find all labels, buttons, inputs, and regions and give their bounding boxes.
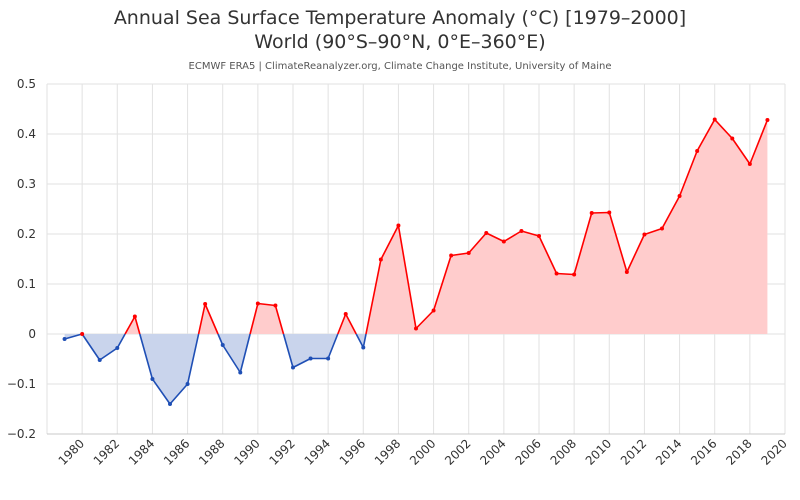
y-tick-label: 0 bbox=[28, 327, 36, 341]
chart-title: Annual Sea Surface Temperature Anomaly (… bbox=[113, 7, 687, 29]
x-tick-label: 1990 bbox=[231, 436, 262, 467]
x-tick-label: 1996 bbox=[337, 436, 368, 467]
anomaly-lines bbox=[64, 118, 769, 405]
x-tick-label: 2010 bbox=[583, 436, 614, 467]
y-tick-label: 0.4 bbox=[17, 127, 36, 141]
chart-subtitle: World (90°S–90°N, 0°E–360°E) bbox=[254, 31, 546, 53]
data-point bbox=[185, 382, 190, 386]
data-point bbox=[747, 162, 752, 166]
x-tick-label: 1994 bbox=[302, 436, 333, 467]
x-tick-label: 2002 bbox=[442, 436, 473, 467]
y-tick-label: 0.2 bbox=[17, 227, 36, 241]
data-point bbox=[414, 326, 418, 331]
data-point bbox=[343, 312, 348, 316]
data-point bbox=[730, 136, 735, 141]
positive-anomaly-line bbox=[249, 302, 285, 335]
data-point bbox=[326, 356, 331, 361]
positive-anomaly-area bbox=[366, 119, 768, 334]
data-point bbox=[642, 232, 647, 237]
data-point bbox=[554, 271, 559, 276]
x-tick-label: 1982 bbox=[91, 436, 122, 467]
chart-source: ECMWF ERA5 | ClimateReanalyzer.org, Clim… bbox=[188, 61, 612, 72]
data-point bbox=[378, 257, 383, 262]
y-tick-label: −0.2 bbox=[7, 427, 36, 441]
x-tick-label: 1992 bbox=[266, 436, 297, 467]
data-point bbox=[220, 343, 225, 347]
x-tick-label: 2012 bbox=[618, 436, 649, 467]
negative-anomaly-line bbox=[81, 333, 126, 361]
data-point bbox=[607, 210, 612, 215]
x-tick-label: 1980 bbox=[56, 436, 87, 467]
data-point bbox=[589, 211, 594, 215]
data-point bbox=[361, 345, 366, 350]
data-point bbox=[765, 118, 770, 122]
data-point bbox=[677, 194, 682, 198]
positive-anomaly-area bbox=[337, 314, 357, 334]
y-tick-label: −0.1 bbox=[7, 377, 36, 391]
x-tick-label: 2020 bbox=[758, 436, 789, 467]
data-point bbox=[572, 272, 577, 277]
x-tick-label: 2008 bbox=[548, 436, 579, 467]
data-point bbox=[660, 226, 664, 231]
y-tick-label: 0.1 bbox=[17, 277, 36, 291]
data-point bbox=[712, 117, 717, 122]
data-point bbox=[396, 223, 401, 228]
data-point bbox=[97, 358, 102, 362]
x-tick-label: 1986 bbox=[161, 436, 192, 467]
x-axis-ticks: 1980 1982 1984 1986 1988 1990 1992 1994 1996 1998… bbox=[56, 436, 790, 467]
x-tick-label: 1998 bbox=[372, 436, 403, 467]
data-point bbox=[132, 314, 137, 319]
x-tick-label: 2004 bbox=[477, 436, 508, 467]
negative-anomaly-line bbox=[64, 333, 83, 340]
data-point bbox=[537, 234, 541, 238]
negative-anomaly-line bbox=[217, 333, 251, 374]
data-point bbox=[695, 149, 700, 153]
negative-anomaly-area bbox=[283, 334, 338, 368]
data-point bbox=[431, 308, 436, 313]
x-tick-label: 2006 bbox=[512, 436, 543, 467]
data-point bbox=[168, 402, 172, 406]
x-tick-label: 1988 bbox=[196, 436, 227, 467]
data-point bbox=[291, 365, 295, 370]
data-point bbox=[203, 302, 208, 306]
positive-anomaly-area bbox=[250, 303, 284, 334]
data-points bbox=[62, 117, 770, 406]
data-point bbox=[308, 356, 313, 361]
data-point bbox=[150, 377, 155, 381]
y-tick-label: 0.5 bbox=[17, 77, 36, 91]
y-tick-label: 0.3 bbox=[17, 177, 36, 191]
data-point bbox=[255, 301, 260, 306]
data-point bbox=[80, 332, 85, 336]
positive-anomaly-area bbox=[198, 304, 218, 334]
positive-anomaly-area bbox=[125, 316, 140, 334]
data-point bbox=[449, 253, 454, 258]
x-tick-label: 2018 bbox=[723, 436, 754, 467]
data-point bbox=[115, 346, 120, 350]
data-point bbox=[501, 239, 506, 244]
negative-anomaly-area bbox=[139, 334, 199, 404]
negative-anomaly-area bbox=[82, 334, 126, 360]
data-point bbox=[238, 370, 243, 375]
x-tick-label: 2016 bbox=[688, 436, 719, 467]
data-point bbox=[519, 229, 524, 233]
anomaly-areas bbox=[64, 119, 768, 404]
data-point bbox=[62, 337, 67, 341]
data-point bbox=[273, 303, 278, 308]
data-point bbox=[466, 251, 471, 255]
data-point bbox=[484, 231, 489, 235]
x-tick-label: 2014 bbox=[653, 436, 684, 467]
y-axis-ticks: −0.2 −0.1 0 0.1 0.2 0.3 0.4 0.5 bbox=[7, 77, 36, 441]
data-point bbox=[624, 270, 629, 274]
positive-anomaly-line bbox=[365, 118, 769, 335]
x-tick-label: 1984 bbox=[126, 436, 157, 467]
x-tick-label: 2000 bbox=[407, 436, 438, 467]
